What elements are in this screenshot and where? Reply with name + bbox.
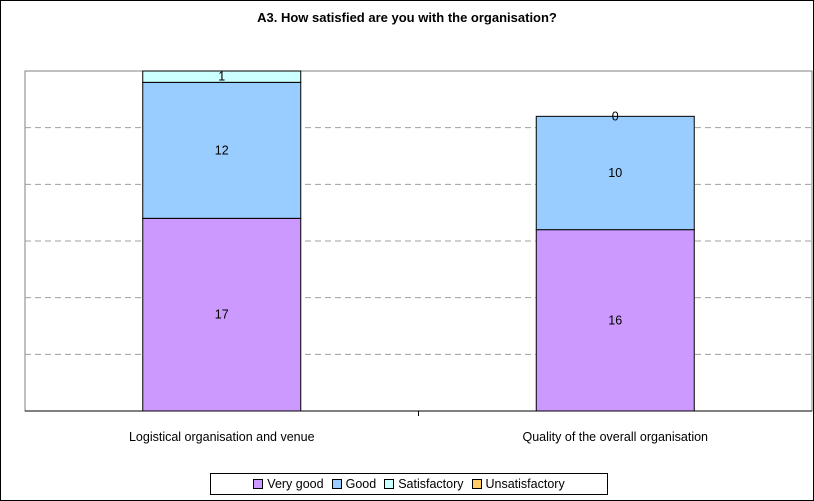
legend-item-unsatisfactory: Unsatisfactory [471, 477, 565, 491]
legend-swatch-unsatisfactory [471, 479, 482, 489]
bar-segment [535, 115, 695, 231]
legend-swatch-good [331, 479, 342, 489]
legend-item-very-good: Very good [253, 477, 324, 491]
legend-label-very-good: Very good [267, 477, 324, 491]
data-label: 1 [218, 70, 225, 84]
data-label: 10 [608, 166, 622, 180]
data-label: 16 [608, 313, 622, 327]
legend-item-satisfactory: Satisfactory [384, 477, 464, 491]
legend-swatch-very-good [253, 479, 264, 489]
bar-segment [535, 229, 695, 412]
legend-label-good: Good [345, 477, 377, 491]
legend-label-unsatisfactory: Unsatisfactory [485, 477, 565, 491]
bar-segment [142, 81, 302, 219]
chart-title: A3. How satisfied are you with the organ… [257, 10, 557, 25]
data-label: 12 [215, 143, 229, 157]
legend-swatch-satisfactory [384, 479, 395, 489]
data-label: 0 [612, 109, 619, 123]
x-tick-label: Quality of the overall organisation [522, 430, 708, 444]
legend-item-good: Good [331, 477, 377, 491]
data-label: 17 [215, 308, 229, 322]
legend-label-satisfactory: Satisfactory [398, 477, 464, 491]
bar-segment [142, 70, 302, 83]
x-tick-label: Logistical organisation and venue [129, 430, 315, 444]
bar-segment [142, 217, 302, 412]
legend: Very good Good Satisfactory Unsatisfacto… [210, 473, 608, 495]
